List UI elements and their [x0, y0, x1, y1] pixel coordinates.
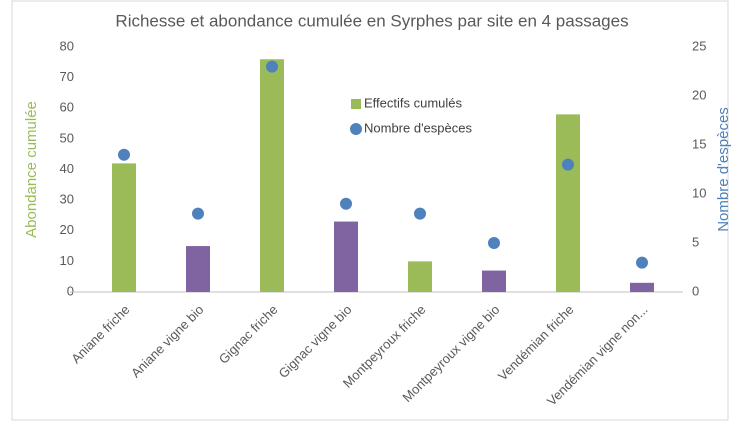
bar: [260, 59, 284, 292]
legend-swatch: [350, 123, 362, 135]
bar: [112, 163, 136, 292]
y2-tick-label: 20: [692, 87, 706, 102]
y-tick-label: 50: [60, 130, 74, 145]
bar: [334, 221, 358, 292]
y-tick-label: 0: [67, 283, 74, 298]
y2-tick-label: 10: [692, 185, 706, 200]
y2-tick-label: 0: [692, 283, 699, 298]
legend-label: Nombre d'espèces: [364, 120, 472, 135]
point: [414, 207, 426, 220]
legend-swatch: [351, 99, 361, 109]
point: [266, 60, 278, 73]
bar: [556, 114, 580, 292]
bar: [408, 261, 432, 292]
y-tick-label: 80: [60, 38, 74, 53]
point: [562, 158, 574, 171]
point: [192, 207, 204, 220]
y2-tick-label: 5: [692, 234, 699, 249]
y2-axis-title: Nombre d'espèces: [715, 107, 732, 232]
point: [340, 197, 352, 210]
y-tick-label: 60: [60, 100, 74, 115]
y-tick-label: 70: [60, 69, 74, 84]
point: [118, 148, 130, 161]
y-tick-label: 30: [60, 192, 74, 207]
bar: [482, 270, 506, 292]
y-tick-label: 20: [60, 222, 74, 237]
chart-title: Richesse et abondance cumulée en Syrphes…: [115, 11, 628, 30]
y2-tick-label: 25: [692, 38, 706, 53]
point: [488, 237, 500, 249]
bar: [630, 282, 654, 292]
y-tick-label: 10: [60, 253, 74, 268]
y-tick-label: 40: [60, 161, 74, 176]
point: [636, 256, 648, 269]
legend-label: Effectifs cumulés: [364, 95, 463, 110]
y-axis-title: Abondance cumulée: [23, 101, 40, 238]
y2-tick-label: 15: [692, 136, 706, 151]
bar: [186, 246, 210, 292]
